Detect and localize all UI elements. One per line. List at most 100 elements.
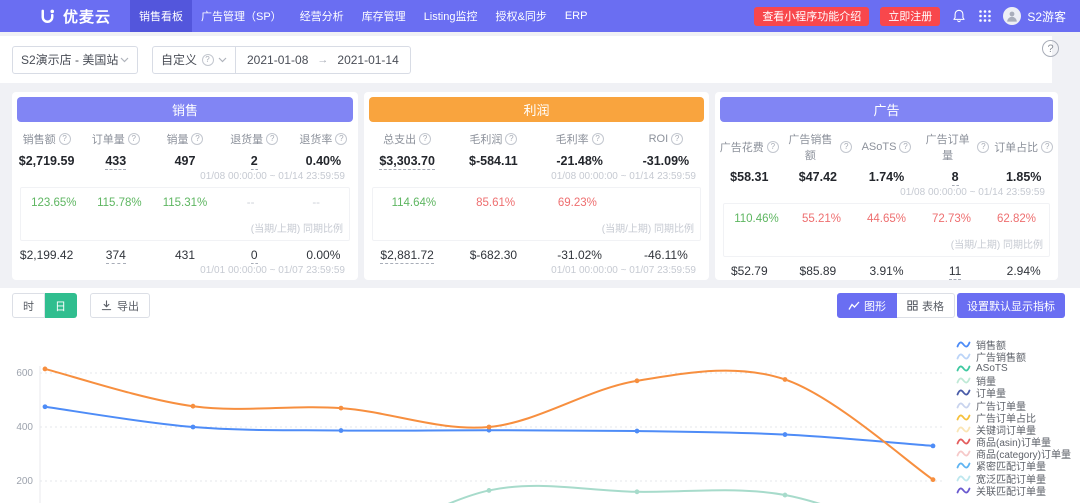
- help-icon[interactable]: ?: [671, 133, 684, 145]
- data-point[interactable]: [930, 443, 936, 449]
- data-point[interactable]: [634, 489, 640, 495]
- legend-item[interactable]: 销量: [956, 375, 1071, 388]
- metric-value[interactable]: 433: [105, 154, 127, 170]
- data-point[interactable]: [338, 405, 344, 411]
- metric-value[interactable]: 0: [250, 248, 258, 264]
- set-default-metrics-button[interactable]: 设置默认显示指标: [957, 293, 1065, 318]
- current-period-text: 01/08 00:00:00 ~ 01/14 23:59:59: [900, 187, 1045, 198]
- legend-item[interactable]: ASoTS: [956, 362, 1071, 374]
- nav-item[interactable]: 授权&同步: [495, 11, 547, 23]
- data-point[interactable]: [486, 488, 492, 493]
- metric-labels-row: 销售额? 订单量? 销量? 退货量? 退货率?: [12, 131, 358, 147]
- help-icon[interactable]: ?: [505, 133, 518, 145]
- data-point[interactable]: [190, 403, 196, 409]
- nav-item[interactable]: 库存管理: [361, 11, 406, 23]
- apps-grid-icon[interactable]: [978, 9, 992, 23]
- date-type-select[interactable]: 自定义 ?: [152, 45, 236, 74]
- nav-item[interactable]: ERP: [564, 10, 588, 22]
- compare-note: (当期/上期) 同期比例: [250, 224, 343, 235]
- legend-item[interactable]: 广告订单占比: [956, 411, 1071, 425]
- line-chart[interactable]: 200 400 600: [0, 328, 1080, 503]
- metric-value[interactable]: $2,881.72: [380, 248, 434, 264]
- data-point[interactable]: [634, 428, 640, 434]
- help-icon[interactable]: ?: [591, 133, 604, 145]
- data-point[interactable]: [338, 428, 344, 433]
- help-icon[interactable]: ?: [840, 141, 853, 153]
- data-point[interactable]: [782, 377, 788, 382]
- metric-label: ASoTS?: [852, 131, 921, 163]
- hour-toggle-button[interactable]: 时: [12, 293, 45, 318]
- legend-item[interactable]: 关键词订单量: [956, 423, 1071, 437]
- page-help-icon[interactable]: ?: [1042, 40, 1059, 57]
- user-menu[interactable]: S2游客: [1003, 7, 1066, 25]
- metric-value[interactable]: 11: [948, 264, 962, 280]
- legend-wave-icon: [956, 353, 971, 360]
- data-point[interactable]: [486, 424, 492, 430]
- data-point[interactable]: [42, 366, 48, 372]
- data-point[interactable]: [42, 404, 48, 410]
- legend-item[interactable]: 广告订单量: [956, 399, 1071, 413]
- chevron-down-icon: [218, 57, 227, 62]
- register-button[interactable]: 立即注册: [880, 6, 941, 26]
- data-point[interactable]: [634, 378, 640, 384]
- legend-label: 广告销售额: [976, 352, 1026, 364]
- help-icon[interactable]: ?: [266, 133, 279, 145]
- mini-program-intro-button[interactable]: 查看小程序功能介绍: [754, 6, 870, 26]
- help-icon[interactable]: ?: [127, 133, 140, 145]
- metric-label: 订单占比?: [989, 131, 1058, 163]
- export-button[interactable]: 导出: [90, 293, 150, 318]
- help-icon[interactable]: ?: [766, 141, 779, 153]
- metric-value: $2,719.59: [18, 154, 75, 168]
- legend-item[interactable]: 商品(category)订单量: [956, 448, 1071, 461]
- legend-item[interactable]: 宽泛匹配订单量: [956, 472, 1071, 486]
- data-point[interactable]: [782, 432, 788, 437]
- nav-item[interactable]: 经营分析: [299, 11, 344, 23]
- help-icon[interactable]: ?: [58, 133, 71, 145]
- metric-label: 总支出?: [364, 131, 450, 147]
- legend-label: 紧密匹配订单量: [976, 462, 1046, 474]
- metric-value[interactable]: $3,303.70: [379, 154, 435, 170]
- metric-value[interactable]: 2: [250, 154, 258, 170]
- data-point[interactable]: [930, 477, 936, 483]
- help-icon[interactable]: ?: [899, 141, 912, 153]
- compare-value: 69.23%: [557, 197, 597, 209]
- help-icon[interactable]: ?: [419, 133, 432, 145]
- help-icon[interactable]: ?: [1041, 141, 1054, 153]
- notification-bell-icon[interactable]: [951, 8, 967, 24]
- legend-item[interactable]: 广告销售额: [956, 350, 1071, 364]
- help-icon[interactable]: ?: [191, 133, 204, 145]
- nav-item[interactable]: 广告管理（SP）: [201, 11, 282, 23]
- metric-label-text: 广告订单量: [925, 134, 970, 162]
- date-type-help-icon[interactable]: ?: [201, 53, 214, 66]
- metric-label-text: 销售额: [22, 134, 56, 146]
- metric-value[interactable]: 8: [951, 170, 959, 186]
- nav-item[interactable]: 销售看板: [130, 0, 192, 32]
- chart-view-button[interactable]: 图形: [837, 293, 897, 318]
- date-filter-group: 自定义 ? 2021-01-08 → 2021-01-14: [152, 45, 411, 74]
- date-range-picker[interactable]: 2021-01-08 → 2021-01-14: [236, 45, 411, 74]
- app-logo[interactable]: 优麦云: [0, 6, 130, 27]
- legend-item[interactable]: 关联匹配订单量: [956, 484, 1071, 498]
- legend-item[interactable]: 紧密匹配订单量: [956, 460, 1071, 474]
- data-point[interactable]: [190, 424, 196, 430]
- metric-value: $85.89: [799, 264, 837, 278]
- legend-item[interactable]: 销售额: [956, 338, 1071, 352]
- day-toggle-button[interactable]: 日: [45, 293, 77, 318]
- nav-item[interactable]: Listing监控: [423, 11, 478, 23]
- table-view-button[interactable]: 表格: [897, 293, 955, 318]
- metric-labels-row: 总支出? 毛利润? 毛利率? ROI?: [364, 131, 709, 147]
- legend-item[interactable]: 商品(asin)订单量: [956, 436, 1071, 449]
- table-icon: [907, 300, 918, 311]
- legend-item[interactable]: 订单量: [956, 387, 1071, 400]
- metric-card: 广告 广告花费? 广告销售额? ASoTS? 广告订单量? 订单占比? $58.31 $47.…: [715, 92, 1058, 280]
- help-icon[interactable]: ?: [977, 141, 990, 153]
- compare-value: 85.61%: [476, 197, 516, 209]
- store-select[interactable]: S2演示店 - 美国站: [12, 45, 138, 74]
- table-view-label: 表格: [922, 300, 944, 313]
- metric-value[interactable]: 374: [105, 248, 126, 264]
- legend-label: 销售额: [976, 340, 1006, 352]
- current-values-row: $2,719.59 433 497 2 0.40%: [12, 154, 358, 170]
- metric-label-text: 退货量: [230, 134, 264, 146]
- data-point[interactable]: [782, 492, 788, 498]
- help-icon[interactable]: ?: [335, 133, 348, 145]
